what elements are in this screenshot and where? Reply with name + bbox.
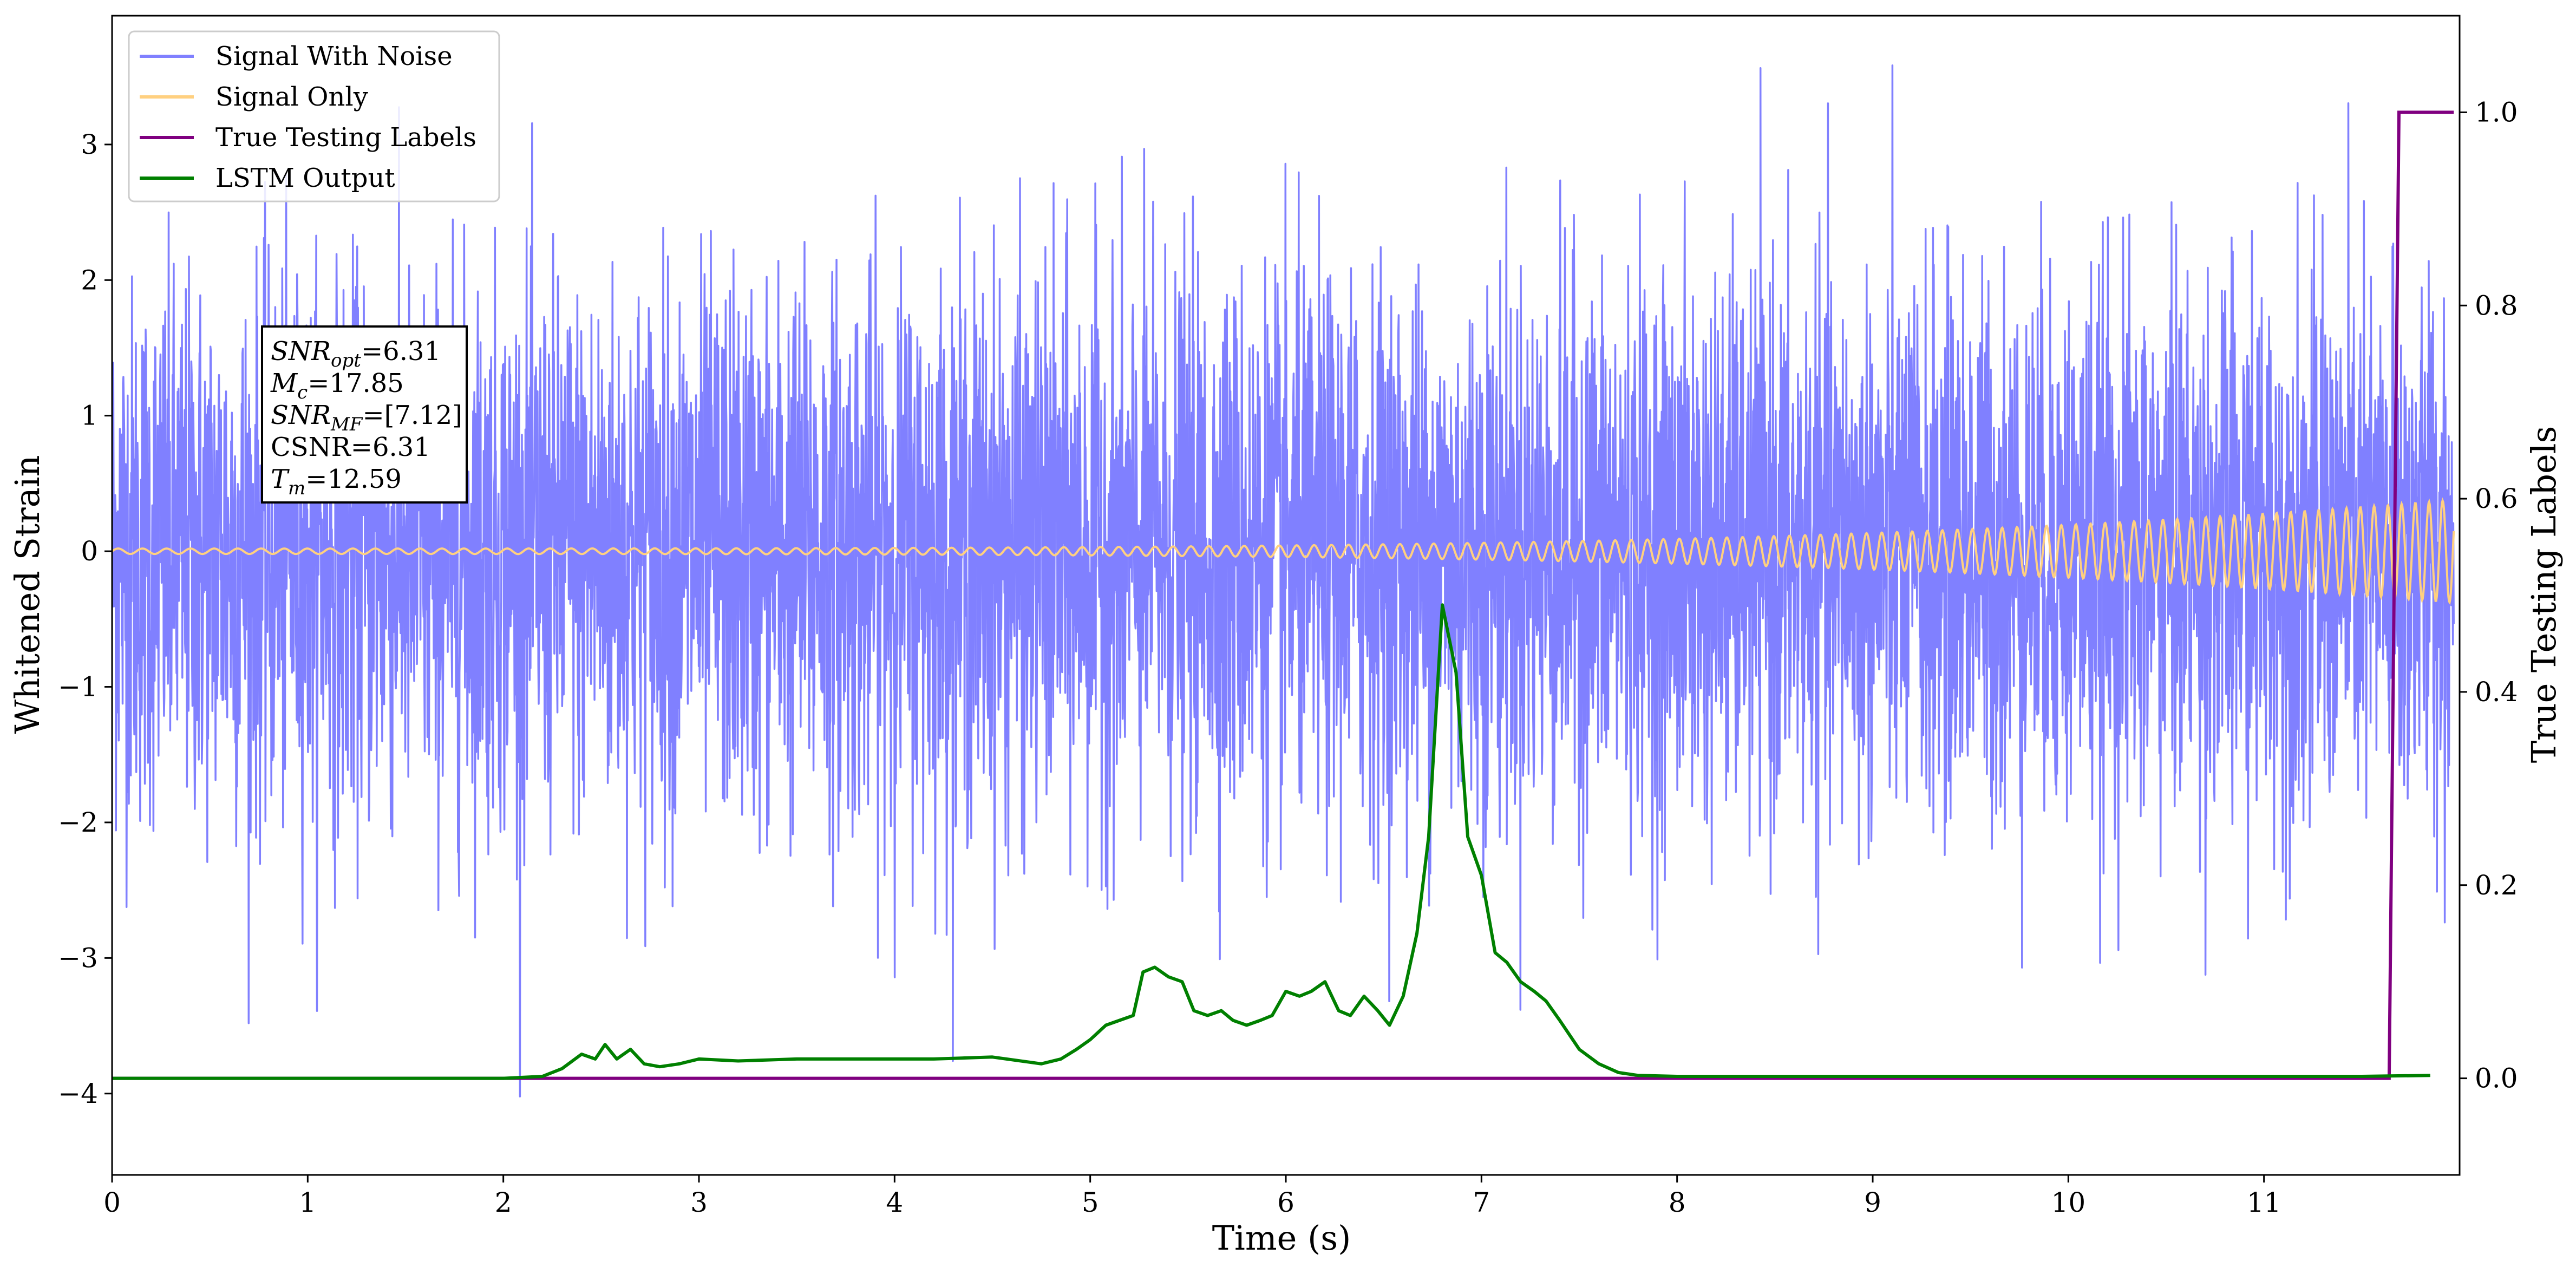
legend-label: LSTM Output bbox=[215, 163, 395, 193]
lstm-output-line bbox=[112, 603, 2430, 1080]
x-tick-label: 2 bbox=[495, 1187, 512, 1218]
y-right-tick-label: 0.0 bbox=[2475, 1063, 2518, 1094]
x-tick-label: 8 bbox=[1669, 1187, 1686, 1218]
y-right-tick-label: 0.4 bbox=[2475, 676, 2518, 708]
y-axis-right: 1.0 0.8 0.6 0.4 0.2 0.0 bbox=[2460, 96, 2518, 1094]
info-line: SNRMF=[7.12] bbox=[271, 400, 462, 435]
y-left-tick-label: 0 bbox=[81, 535, 98, 567]
info-line: SNRopt=6.31 bbox=[271, 336, 441, 371]
x-tick-label: 0 bbox=[103, 1187, 121, 1218]
legend-label: True Testing Labels bbox=[215, 122, 476, 153]
lstm-output-series bbox=[112, 603, 2430, 1080]
y-left-tick-label: 1 bbox=[81, 400, 98, 432]
x-tick-label: 10 bbox=[2051, 1187, 2086, 1218]
x-axis: 0 1 2 3 4 5 6 7 8 9 10 11 bbox=[103, 1175, 2281, 1218]
true-testing-labels-series bbox=[112, 110, 2454, 1080]
signal-with-noise-line bbox=[112, 64, 2455, 1097]
legend-label: Signal With Noise bbox=[215, 41, 453, 71]
signal-only-line bbox=[112, 497, 2455, 605]
signal-only-series bbox=[112, 497, 2455, 605]
y-right-tick-label: 0.8 bbox=[2475, 290, 2518, 321]
info-line: Tm=12.59 bbox=[271, 464, 402, 499]
parameter-info-box: SNRopt=6.31Mc=17.85SNRMF=[7.12]CSNR=6.31… bbox=[261, 325, 468, 504]
y-left-tick-label: 2 bbox=[81, 264, 98, 296]
y-right-tick-label: 0.6 bbox=[2475, 483, 2518, 514]
y-left-tick-label: 3 bbox=[81, 129, 98, 160]
x-tick-label: 7 bbox=[1473, 1187, 1490, 1218]
x-tick-label: 5 bbox=[1082, 1187, 1099, 1218]
x-tick-label: 3 bbox=[690, 1187, 708, 1218]
y-axis-right-title: True Testing Labels bbox=[2524, 426, 2564, 763]
legend-label: Signal Only bbox=[215, 82, 368, 112]
x-tick-label: 9 bbox=[1864, 1187, 1881, 1218]
y-left-tick-label: −3 bbox=[58, 942, 98, 974]
true-testing-labels-line bbox=[112, 110, 2454, 1080]
info-line: Mc=17.85 bbox=[270, 368, 404, 403]
y-right-tick-label: 0.2 bbox=[2475, 870, 2518, 901]
signal-with-noise-series bbox=[112, 64, 2455, 1097]
info-line: CSNR=6.31 bbox=[271, 432, 430, 462]
y-left-tick-label: −4 bbox=[58, 1078, 98, 1109]
x-tick-label: 6 bbox=[1277, 1187, 1294, 1218]
y-left-tick-label: −1 bbox=[58, 671, 98, 703]
info-box-frame bbox=[261, 325, 468, 504]
y-left-tick-label: −2 bbox=[58, 807, 98, 838]
x-tick-label: 1 bbox=[299, 1187, 316, 1218]
y-axis-left: 3 2 1 0 −1 −2 −3 −4 bbox=[58, 129, 112, 1109]
legend-box bbox=[128, 30, 500, 202]
y-right-tick-label: 1.0 bbox=[2475, 96, 2518, 128]
legend: Signal With Noise Signal Only True Testing… bbox=[128, 30, 500, 202]
x-axis-title: Time (s) bbox=[1212, 1218, 1351, 1258]
x-tick-label: 11 bbox=[2247, 1187, 2281, 1218]
x-tick-label: 4 bbox=[886, 1187, 903, 1218]
y-axis-left-title: Whitened Strain bbox=[8, 455, 47, 734]
